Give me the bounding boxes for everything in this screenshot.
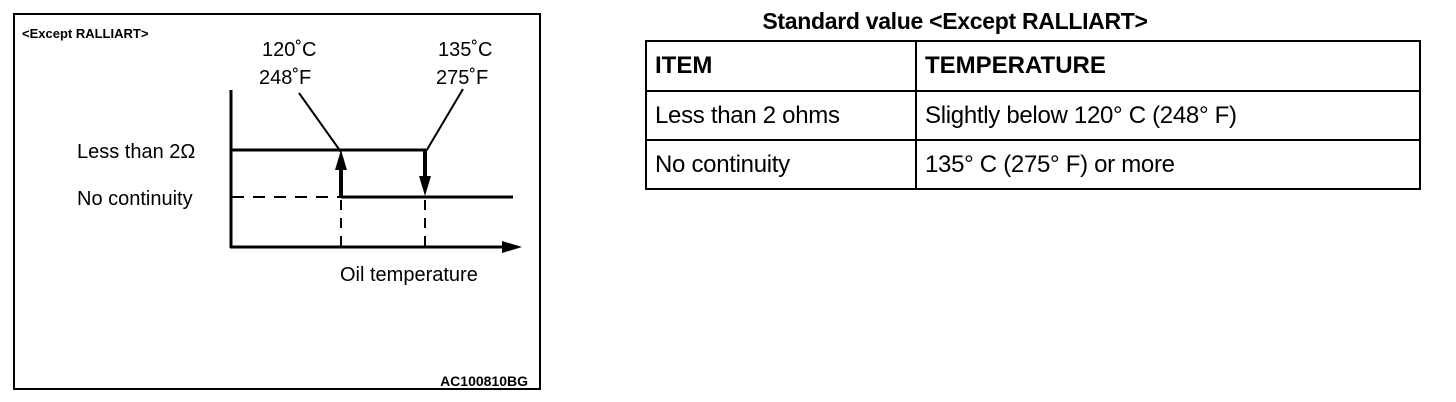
temp-high-fahrenheit: 275˚F [436,67,488,89]
header-temperature: TEMPERATURE [915,40,1421,92]
x-axis-arrowhead [502,241,522,253]
temp-low-fahrenheit: 248˚F [259,67,311,89]
cell-item: Less than 2 ohms [645,90,917,141]
table-title: Standard value <Except RALLIART> [762,8,1148,34]
table-row: Less than 2 ohms Slightly below 120° C (… [645,90,1421,141]
level-high-label: Less than 2Ω [77,141,195,163]
temp-low-celsius: 120˚C [262,39,316,61]
standard-value-table: ITEM TEMPERATURE Less than 2 ohms Slight… [645,40,1421,190]
figure-code: AC100810BG [440,373,528,389]
level-low-label: No continuity [77,188,193,210]
x-axis-label: Oil temperature [340,264,478,286]
variant-label: <Except RALLIART> [22,26,149,41]
cell-temperature: 135° C (275° F) or more [915,139,1421,190]
low-temp-leader-line [298,92,342,153]
down-arrow-icon [419,176,431,196]
table-header-row: ITEM TEMPERATURE [645,40,1421,92]
temp-high-celsius: 135˚C [438,39,492,61]
high-temp-leader-line [424,88,464,154]
header-item: ITEM [645,40,917,92]
table-row: No continuity 135° C (275° F) or more [645,139,1421,190]
up-arrow-icon [335,150,347,170]
figure-frame [13,13,541,390]
cell-item: No continuity [645,139,917,190]
oil-temperature-switch-diagram: <Except RALLIART> 120˚C 248˚F 135˚C 275˚… [13,13,541,390]
cell-temperature: Slightly below 120° C (248° F) [915,90,1421,141]
